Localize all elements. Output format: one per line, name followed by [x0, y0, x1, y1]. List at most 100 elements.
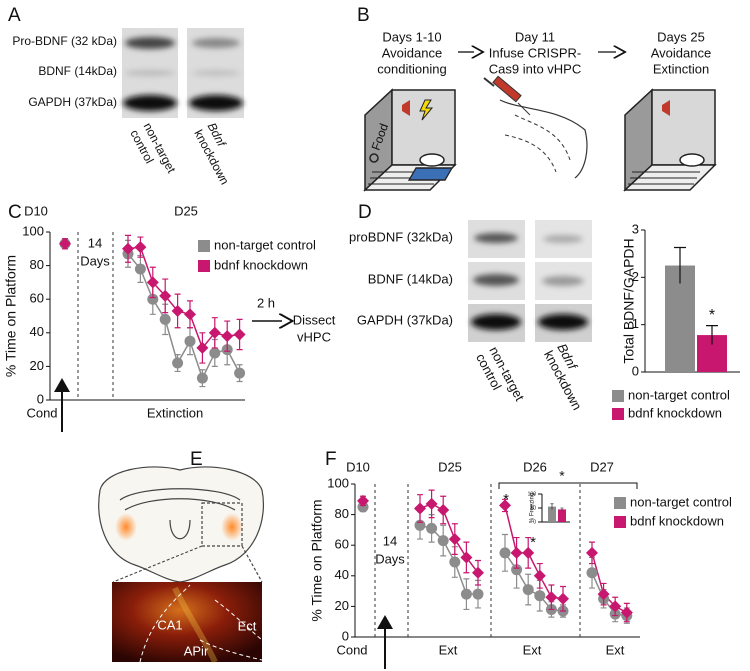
point [522, 546, 535, 559]
point [425, 497, 438, 510]
y-axis-label: Total BDNF/GAPDH [621, 238, 637, 363]
infusion-drawing [483, 75, 588, 179]
point [545, 591, 558, 604]
y-tick-label: 40 [30, 324, 44, 339]
y-tick-label: 2 [632, 269, 639, 284]
blot-a [122, 28, 244, 118]
point [609, 600, 622, 613]
fluorescence-image [112, 582, 263, 664]
x-axis-label: Ext [439, 642, 458, 657]
point [184, 308, 196, 321]
y-tick-label: 0 [342, 628, 349, 643]
legend-label: bdnf knockdown [628, 405, 722, 420]
point [533, 569, 546, 582]
blot-row-label: BDNF (14kDa) [368, 271, 453, 286]
gap-label: 14 [88, 235, 102, 250]
y-axis-label: % Time on Platform [309, 499, 325, 621]
session-label: D26 [523, 459, 547, 474]
point [146, 276, 159, 289]
x-axis-label: Ext [523, 642, 542, 657]
avoidance-box [363, 88, 457, 192]
series-line [127, 253, 241, 381]
legend-swatch [198, 240, 210, 252]
point [196, 372, 208, 384]
point [620, 606, 633, 619]
point [499, 547, 511, 559]
point [209, 347, 221, 359]
y-tick-label: 0 [533, 519, 536, 525]
bar [558, 509, 566, 522]
y-tick-label: 80 [30, 257, 44, 272]
y-tick-label: 100 [22, 223, 44, 238]
error-bar [560, 507, 564, 511]
series-line [127, 246, 240, 350]
region-label: Ect [238, 618, 257, 633]
annotation: vHPC [297, 329, 331, 344]
point [357, 501, 369, 513]
blot-row-label: proBDNF (32kDa) [349, 229, 453, 244]
point [233, 328, 246, 341]
step-what: Avoidance [651, 45, 711, 60]
y-tick-label: 100 [528, 491, 537, 497]
legend-swatch [612, 408, 624, 420]
point [534, 590, 546, 602]
panel-letter: A [8, 5, 21, 26]
error-bar [706, 325, 718, 345]
blot-row-label: Pro-BDNF (32 kDa) [12, 34, 117, 48]
point [557, 592, 569, 605]
point [522, 584, 534, 596]
y-tick-label: 1 [632, 316, 639, 331]
legend-swatch [198, 260, 210, 272]
panel-letter: C [8, 202, 22, 223]
legend-label: non-target control [214, 237, 316, 252]
point [147, 293, 159, 305]
point [234, 367, 246, 379]
point [437, 535, 449, 547]
legend-label: non-target control [630, 494, 732, 509]
step-what: Cas9 into vHPC [489, 61, 581, 76]
y-tick-label: 0 [632, 363, 639, 378]
legend-swatch [614, 516, 626, 528]
y-tick-label: 0 [37, 391, 44, 406]
y-tick-label: 40 [335, 567, 349, 582]
blot-d [468, 220, 592, 342]
y-tick-label: 100 [327, 475, 349, 490]
y-axis-label: % Time on Platform [3, 255, 19, 377]
point [510, 546, 523, 559]
point [460, 588, 472, 600]
step-when: Day 11 [515, 29, 555, 44]
region-label: APir [184, 643, 209, 658]
point [449, 556, 461, 568]
error-bar [674, 246, 686, 284]
gap-label: Days [375, 551, 405, 566]
point [134, 263, 146, 275]
y-tick-label: 60 [335, 537, 349, 552]
point [414, 502, 426, 515]
point [171, 304, 184, 317]
series-line [591, 552, 628, 614]
gap-label: 14 [383, 533, 397, 548]
point [426, 522, 438, 534]
gap-label: Days [80, 253, 110, 268]
y-tick-label: 20 [335, 598, 349, 613]
point [460, 551, 473, 564]
x-axis-label: Cond [26, 405, 57, 420]
bar [548, 506, 556, 522]
error-bar [550, 503, 554, 510]
point [472, 588, 484, 600]
blot-row-label: GAPDH (37kDa) [357, 312, 453, 327]
legend-label: bdnf knockdown [630, 513, 724, 528]
step-what: Avoidance [382, 45, 442, 60]
y-tick-label: 20 [30, 358, 44, 373]
blot-row-label: GAPDH (37kDa) [28, 95, 117, 109]
legend-label: bdnf knockdown [214, 257, 308, 272]
point [357, 494, 369, 507]
point [208, 326, 221, 339]
x-axis-label: Extinction [147, 405, 203, 420]
y-tick-label: 3 [632, 221, 639, 236]
y-axis-label: % Freezing [530, 493, 536, 523]
session-label: D10 [346, 459, 370, 474]
legend-swatch [612, 390, 624, 402]
y-tick-label: 50 [530, 505, 536, 511]
brain-section [98, 466, 264, 583]
